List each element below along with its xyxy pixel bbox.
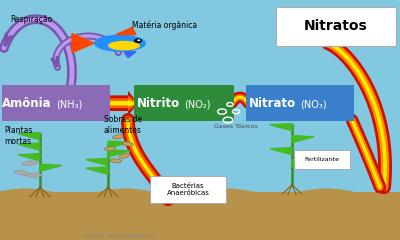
FancyBboxPatch shape <box>294 150 350 169</box>
FancyBboxPatch shape <box>134 85 234 121</box>
Ellipse shape <box>104 147 116 151</box>
Text: Nitrito: Nitrito <box>137 97 180 110</box>
FancyArrow shape <box>108 96 138 111</box>
Polygon shape <box>18 132 40 140</box>
FancyBboxPatch shape <box>0 0 400 192</box>
FancyBboxPatch shape <box>276 7 396 46</box>
Ellipse shape <box>113 135 123 139</box>
Polygon shape <box>18 143 40 150</box>
Ellipse shape <box>122 142 134 146</box>
Polygon shape <box>292 136 314 143</box>
Ellipse shape <box>14 170 30 175</box>
FancyBboxPatch shape <box>246 85 354 121</box>
Polygon shape <box>270 124 292 131</box>
Ellipse shape <box>94 35 146 52</box>
Polygon shape <box>86 167 108 174</box>
FancyBboxPatch shape <box>150 176 226 203</box>
Polygon shape <box>124 52 136 58</box>
Text: Imagem: AquariosPedidis.com: Imagem: AquariosPedidis.com <box>83 234 157 239</box>
Ellipse shape <box>110 159 122 163</box>
Polygon shape <box>40 164 62 171</box>
Text: (NO₃): (NO₃) <box>300 99 327 109</box>
Text: (NH₃): (NH₃) <box>56 99 82 109</box>
Polygon shape <box>292 160 314 167</box>
Text: Gases Tóxicos: Gases Tóxicos <box>214 124 258 129</box>
Text: Nitratos: Nitratos <box>304 19 368 33</box>
FancyBboxPatch shape <box>0 192 400 240</box>
Circle shape <box>134 38 142 43</box>
Polygon shape <box>72 34 94 53</box>
Polygon shape <box>270 148 292 155</box>
FancyBboxPatch shape <box>2 85 110 121</box>
Polygon shape <box>116 28 136 35</box>
Text: Bactérias
Anaeróbicas: Bactérias Anaeróbicas <box>166 183 210 196</box>
Text: Nitrato: Nitrato <box>249 97 296 110</box>
Polygon shape <box>108 141 130 148</box>
Ellipse shape <box>108 41 140 50</box>
FancyArrow shape <box>108 91 138 116</box>
Text: Amônia: Amônia <box>2 97 52 110</box>
Text: (NO₂): (NO₂) <box>184 99 210 109</box>
Polygon shape <box>108 150 130 157</box>
Text: Fertilizante: Fertilizante <box>304 157 340 162</box>
Text: Sobras de
alimentos: Sobras de alimentos <box>104 115 142 135</box>
Ellipse shape <box>22 161 38 166</box>
Polygon shape <box>86 158 108 166</box>
Text: Matéria orgânica: Matéria orgânica <box>132 20 197 30</box>
Ellipse shape <box>119 154 129 158</box>
Text: Respiração: Respiração <box>10 15 52 24</box>
Text: Plantas
mortas: Plantas mortas <box>4 126 32 146</box>
Ellipse shape <box>26 173 42 177</box>
Polygon shape <box>18 154 40 161</box>
Circle shape <box>137 39 140 41</box>
FancyArrow shape <box>108 100 138 107</box>
